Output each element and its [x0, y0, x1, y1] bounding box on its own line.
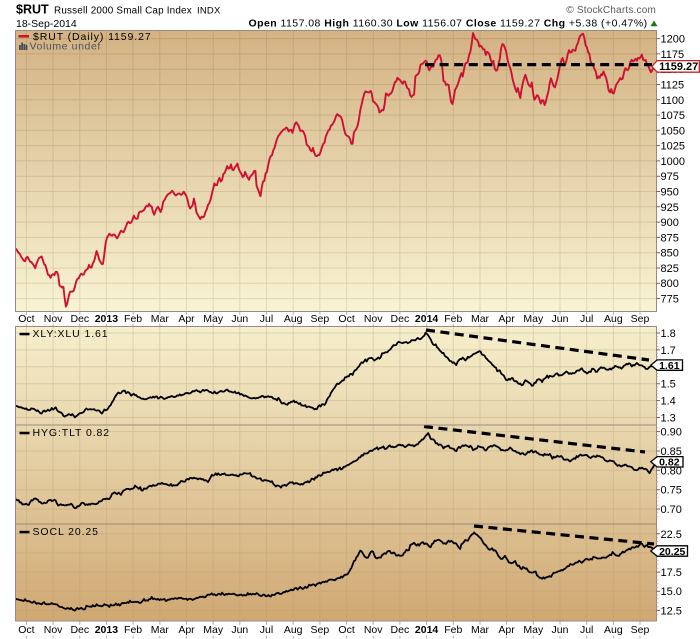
svg-text:0.80: 0.80 — [661, 465, 682, 477]
svg-text:May: May — [203, 313, 224, 325]
svg-text:May: May — [203, 624, 224, 636]
svg-text:HYG:TLT 0.82: HYG:TLT 0.82 — [33, 427, 111, 439]
svg-text:0.70: 0.70 — [661, 504, 682, 516]
svg-text:2013: 2013 — [95, 313, 119, 325]
svg-text:1075: 1075 — [661, 110, 685, 122]
svg-text:1000: 1000 — [661, 156, 685, 168]
svg-text:775: 775 — [661, 294, 679, 306]
svg-text:Dec: Dec — [391, 624, 410, 636]
svg-text:1025: 1025 — [661, 141, 685, 153]
svg-text:1.7: 1.7 — [661, 345, 676, 357]
svg-text:2014: 2014 — [415, 313, 439, 325]
svg-text:Jul: Jul — [580, 313, 593, 325]
svg-text:1175: 1175 — [661, 49, 685, 61]
svg-text:Aug: Aug — [284, 313, 303, 325]
svg-text:Mar: Mar — [151, 624, 170, 636]
svg-text:1050: 1050 — [661, 125, 685, 137]
svg-text:Mar: Mar — [151, 313, 170, 325]
svg-text:Jul: Jul — [580, 624, 593, 636]
svg-text:1200: 1200 — [661, 34, 685, 46]
svg-text:12.5: 12.5 — [661, 605, 682, 617]
svg-text:Volume undef: Volume undef — [30, 41, 101, 53]
svg-text:Oct: Oct — [18, 313, 34, 325]
svg-text:Apr: Apr — [498, 624, 515, 636]
svg-text:0.82: 0.82 — [659, 457, 680, 469]
svg-text:$RUT (Daily) 1159.27: $RUT (Daily) 1159.27 — [33, 31, 152, 43]
svg-text:22.5: 22.5 — [661, 529, 682, 541]
svg-text:INDX: INDX — [197, 6, 221, 17]
svg-text:825: 825 — [661, 263, 679, 275]
svg-text:Mar: Mar — [471, 313, 490, 325]
svg-text:Nov: Nov — [364, 624, 383, 636]
svg-text:15.0: 15.0 — [661, 586, 682, 598]
svg-text:1159.27: 1159.27 — [659, 61, 698, 73]
svg-text:Feb: Feb — [444, 313, 462, 325]
svg-text:1.8: 1.8 — [661, 328, 676, 340]
svg-text:Sep: Sep — [311, 313, 330, 325]
svg-text:Feb: Feb — [124, 313, 142, 325]
svg-text:975: 975 — [661, 171, 679, 183]
svg-text:1.4: 1.4 — [661, 396, 676, 408]
svg-text:Apr: Apr — [498, 313, 515, 325]
svg-text:XLY:XLU 1.61: XLY:XLU 1.61 — [33, 328, 109, 340]
svg-text:Dec: Dec — [70, 313, 89, 325]
svg-text:900: 900 — [661, 217, 679, 229]
svg-text:Nov: Nov — [44, 313, 63, 325]
svg-text:Feb: Feb — [124, 624, 142, 636]
svg-text:Dec: Dec — [70, 624, 89, 636]
svg-text:17.5: 17.5 — [661, 567, 682, 579]
svg-text:SOCL 20.25: SOCL 20.25 — [33, 526, 99, 538]
svg-text:1100: 1100 — [661, 95, 685, 107]
svg-text:Aug: Aug — [284, 624, 303, 636]
svg-text:Nov: Nov — [44, 624, 63, 636]
svg-text:Jul: Jul — [260, 313, 273, 325]
svg-text:925: 925 — [661, 202, 679, 214]
svg-text:Sep: Sep — [311, 624, 330, 636]
svg-text:20.25: 20.25 — [659, 546, 685, 558]
svg-text:1.5: 1.5 — [661, 379, 676, 391]
svg-text:Sep: Sep — [631, 313, 650, 325]
svg-text:1125: 1125 — [661, 80, 685, 92]
svg-text:Apr: Apr — [178, 624, 195, 636]
svg-text:875: 875 — [661, 232, 679, 244]
svg-text:Jun: Jun — [231, 624, 248, 636]
svg-text:Jun: Jun — [231, 313, 248, 325]
svg-text:Jun: Jun — [552, 624, 569, 636]
svg-text:800: 800 — [661, 278, 679, 290]
svg-text:Jun: Jun — [552, 313, 569, 325]
svg-text:Apr: Apr — [178, 313, 195, 325]
svg-text:850: 850 — [661, 248, 679, 260]
svg-text:1.3: 1.3 — [661, 413, 676, 425]
svg-text:Aug: Aug — [604, 624, 623, 636]
svg-text:May: May — [523, 313, 544, 325]
svg-text:18-Sep-2014: 18-Sep-2014 — [16, 18, 77, 30]
svg-text:Nov: Nov — [364, 313, 383, 325]
svg-text:Jul: Jul — [260, 624, 273, 636]
svg-text:Dec: Dec — [391, 313, 410, 325]
svg-text:Oct: Oct — [18, 624, 34, 636]
svg-text:Oct: Oct — [338, 624, 354, 636]
svg-text:0.90: 0.90 — [661, 427, 682, 439]
svg-text:2013: 2013 — [95, 624, 119, 636]
svg-text:Aug: Aug — [604, 313, 623, 325]
svg-text:2014: 2014 — [415, 624, 439, 636]
svg-text:0.85: 0.85 — [661, 446, 682, 458]
svg-text:$RUT: $RUT — [16, 3, 49, 17]
svg-text:Russell 2000 Small Cap Index: Russell 2000 Small Cap Index — [54, 6, 192, 17]
svg-text:Feb: Feb — [444, 624, 462, 636]
svg-text:May: May — [523, 624, 544, 636]
svg-text:Mar: Mar — [471, 624, 490, 636]
svg-text:Sep: Sep — [631, 624, 650, 636]
svg-text:950: 950 — [661, 187, 679, 199]
svg-text:0.75: 0.75 — [661, 485, 682, 497]
svg-text:© StockCharts.com: © StockCharts.com — [566, 5, 656, 16]
svg-text:Oct: Oct — [338, 313, 354, 325]
svg-text:Open 1157.08 High 1160.30 Low: Open 1157.08 High 1160.30 Low 1156.07 Cl… — [249, 18, 648, 30]
svg-text:1.61: 1.61 — [659, 360, 680, 372]
